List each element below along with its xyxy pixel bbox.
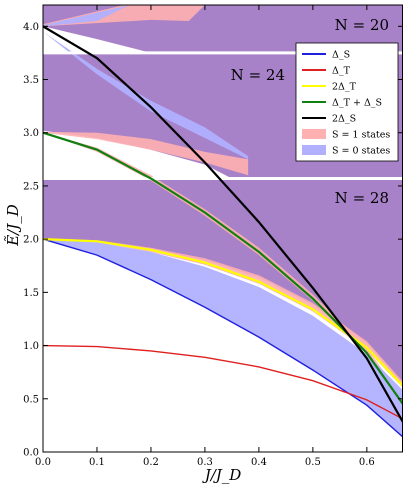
legend-label-delta-s: Δ_S [332,50,350,61]
x-tick-label: 0.2 [143,457,159,468]
legend-label-two-delta-t: 2Δ_T [332,82,357,93]
legend-label-dt-plus-ds: Δ_T + Δ_S [332,98,382,109]
x-tick-label: 0.1 [89,457,105,468]
y-tick-label: 3.0 [23,128,39,139]
axis-ticks: 0.0 0.1 0.2 0.3 0.4 0.5 0.6 0.0 0.5 1.0 1.5 2.0 2.5 3… [23,5,403,468]
y-tick-label: 3.5 [23,75,39,86]
y-tick-label: 2.0 [23,235,39,246]
n28-s0-band [43,239,403,438]
y-tick-label: 4.0 [23,22,39,33]
legend-label-delta-t: Δ_T [332,66,351,77]
y-tick-label: 1.0 [23,341,39,352]
x-tick-label: 0.0 [35,457,51,468]
n24-s0-band [43,31,249,160]
x-axis-label: J/J_D [202,466,242,484]
series-two-delta-t [43,238,403,387]
legend-label-s0: S = 0 states [332,146,390,157]
legend-label-s1: S = 1 states [332,130,390,141]
y-tick-label: 1.5 [23,288,39,299]
series-two-delta-s [43,25,403,423]
panel-label-n24: N = 24 [231,66,285,84]
y-tick-label: 0.0 [23,448,39,459]
n20-s0-band [43,5,130,27]
series-dt-plus-ds [43,131,403,405]
panel-labels: N = 20 N = 24 N = 28 [231,16,389,207]
y-tick-label: 0.5 [23,394,39,405]
y-axis-label: Ẽ/J_D [4,204,22,247]
legend-swatch-s0 [302,145,326,155]
legend-swatch-s1 [302,129,326,139]
panel-label-n20: N = 20 [335,16,389,34]
x-tick-label: 0.3 [197,457,213,468]
n24-s1-band [43,131,249,176]
x-tick-label: 0.4 [251,457,267,468]
n28-continuum [43,178,403,384]
panel-label-n28: N = 28 [335,189,389,207]
x-tick-label: 0.5 [305,457,321,468]
legend-label-two-delta-s: 2Δ_S [332,114,356,125]
series-delta-s [43,238,403,438]
legend: Δ_S Δ_T 2Δ_T Δ_T + Δ_S 2Δ_S S = 1 states S = 0… [295,42,399,162]
series-delta-t [43,344,403,420]
y-tick-label: 2.5 [23,181,39,192]
x-tick-label: 0.6 [359,457,375,468]
series-lines [43,25,403,438]
